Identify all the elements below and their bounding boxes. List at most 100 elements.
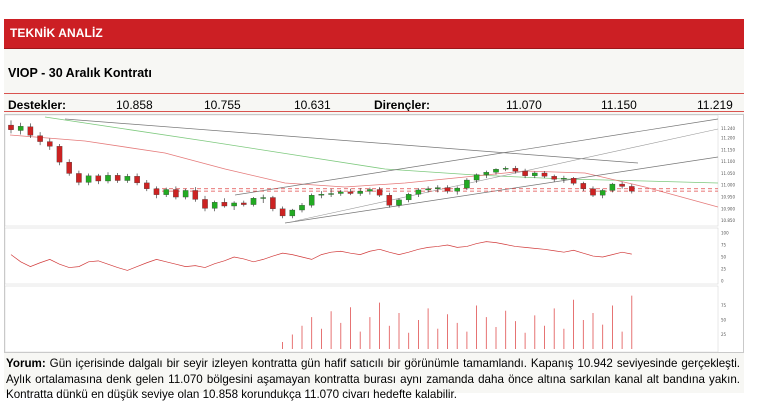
candle bbox=[454, 186, 460, 195]
candle-body bbox=[599, 190, 606, 196]
candle-body bbox=[221, 202, 228, 207]
candle bbox=[599, 188, 606, 199]
candle-body bbox=[376, 189, 383, 196]
candle-body bbox=[279, 208, 286, 217]
candle bbox=[580, 181, 587, 192]
candle-body bbox=[454, 187, 460, 192]
support-1: 10.858 bbox=[116, 98, 153, 112]
candle bbox=[182, 188, 189, 200]
candle bbox=[8, 120, 14, 134]
candle bbox=[114, 172, 121, 183]
candle-body bbox=[347, 191, 354, 194]
candle-body bbox=[328, 193, 334, 195]
candle bbox=[289, 208, 296, 219]
candle bbox=[483, 170, 490, 179]
candle-body bbox=[464, 179, 470, 189]
candle-body bbox=[124, 176, 131, 181]
candle-body bbox=[192, 190, 199, 200]
volume-tick-label: 75 bbox=[721, 303, 727, 308]
candle-body bbox=[153, 188, 160, 195]
candle bbox=[37, 132, 43, 146]
candle bbox=[522, 168, 528, 179]
rsi-tick-label: 0 bbox=[721, 279, 724, 284]
candle-body bbox=[85, 175, 92, 183]
comment-text: Gün içerisinde dalgalı bir seyir izleyen… bbox=[6, 357, 740, 401]
candle bbox=[590, 186, 596, 198]
candle bbox=[473, 173, 480, 183]
contract-title: VIOP - 30 Aralık Kontratı bbox=[8, 66, 152, 80]
candle bbox=[444, 185, 451, 194]
price-tick-label: 11.150 bbox=[721, 147, 735, 152]
resistance-label: Dirençler: bbox=[374, 98, 431, 112]
candle bbox=[134, 173, 140, 186]
candle-body bbox=[241, 202, 247, 205]
candle bbox=[270, 195, 276, 212]
price-pane bbox=[5, 115, 719, 227]
section-header: TEKNİK ANALİZ bbox=[4, 19, 744, 49]
candle-body bbox=[318, 194, 325, 196]
rsi-pane bbox=[5, 227, 719, 285]
candle-body bbox=[396, 199, 402, 206]
candle-body bbox=[512, 168, 519, 172]
rsi-series-line bbox=[10, 241, 632, 271]
candle-body bbox=[629, 186, 635, 192]
candle bbox=[279, 206, 286, 219]
trendline-fan bbox=[294, 128, 719, 222]
candle-body bbox=[551, 176, 557, 180]
candle bbox=[241, 200, 247, 207]
volume-tick-label: 25 bbox=[721, 332, 727, 337]
candle bbox=[173, 186, 179, 200]
candle-body bbox=[532, 172, 538, 176]
price-tick-label: 11.100 bbox=[721, 159, 735, 164]
candle bbox=[386, 192, 393, 208]
candle bbox=[619, 181, 625, 189]
levels-top-divider bbox=[4, 93, 744, 94]
candle bbox=[347, 188, 354, 196]
support-2: 10.755 bbox=[204, 98, 241, 112]
candle bbox=[153, 186, 160, 199]
price-tick-label: 11.200 bbox=[721, 136, 735, 141]
candle-body bbox=[289, 209, 296, 217]
moving-average-long bbox=[44, 116, 719, 184]
trendline-upper bbox=[64, 118, 639, 164]
candle-body bbox=[405, 194, 412, 201]
candle bbox=[435, 185, 441, 193]
candle bbox=[570, 176, 577, 186]
candle-body bbox=[114, 175, 121, 181]
comment-label: Yorum: bbox=[6, 357, 46, 370]
rsi-tick-label: 100 bbox=[721, 231, 729, 236]
candle-body bbox=[435, 187, 441, 189]
price-tick-label: 11.050 bbox=[721, 171, 735, 176]
candle-body bbox=[144, 182, 150, 189]
candle-body bbox=[66, 161, 72, 174]
price-tick-label: 10.900 bbox=[721, 206, 735, 211]
candle-body bbox=[202, 199, 208, 209]
candle-body bbox=[134, 176, 140, 184]
candle bbox=[66, 159, 72, 176]
rsi-tick-label: 25 bbox=[721, 267, 727, 272]
candle bbox=[532, 171, 538, 179]
candle-body bbox=[609, 183, 616, 191]
candle bbox=[609, 182, 616, 193]
candle bbox=[105, 172, 111, 184]
candle-body bbox=[308, 195, 315, 206]
candle-body bbox=[95, 175, 102, 182]
candle bbox=[27, 123, 34, 139]
candle bbox=[299, 202, 305, 213]
candle bbox=[95, 173, 102, 185]
candle-body bbox=[357, 190, 363, 194]
candle bbox=[17, 122, 24, 135]
candle-body bbox=[415, 189, 422, 195]
chart-panel: 11.240 11.200 11.150 11.100 11.050 11.000 10.9… bbox=[4, 114, 744, 353]
candle-body bbox=[8, 124, 14, 130]
candle bbox=[85, 173, 92, 186]
price-tick-label: 10.850 bbox=[721, 218, 735, 223]
candle bbox=[415, 188, 422, 198]
candle bbox=[318, 191, 325, 199]
price-chart: 11.240 11.200 11.150 11.100 11.050 11.000 10.9… bbox=[5, 115, 735, 353]
rsi-tick-label: 50 bbox=[721, 255, 727, 260]
candle bbox=[541, 171, 548, 179]
candle bbox=[405, 192, 412, 203]
candle bbox=[202, 195, 208, 212]
candle bbox=[328, 188, 334, 198]
